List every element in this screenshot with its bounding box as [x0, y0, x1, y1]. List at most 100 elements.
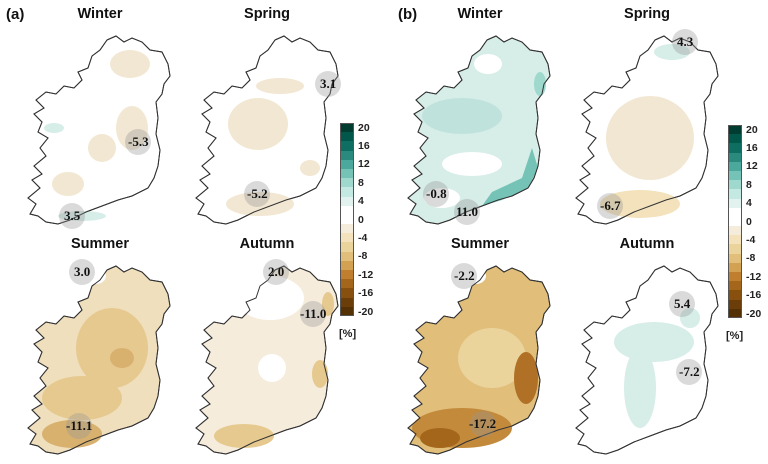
- annotation-a-summer-1: 3.0: [69, 259, 96, 285]
- colorbar-tick-label: 0: [746, 215, 752, 228]
- panel-label-b: (b): [398, 6, 418, 23]
- title-a-winter: Winter: [77, 6, 123, 22]
- colorbar-swatch: [728, 226, 742, 236]
- colorbar-b: [728, 125, 742, 318]
- colorbar-swatch: [340, 132, 354, 142]
- map-a-summer: [12, 258, 182, 458]
- annotation-a-spring-2: -5.2: [244, 181, 271, 207]
- annotation-b-summer-2: -17.2: [469, 411, 496, 437]
- colorbar-tick-label: -16: [746, 289, 762, 302]
- annotation-b-winter-2: 11.0: [454, 199, 481, 225]
- colorbar-tick-label: -20: [746, 307, 762, 320]
- title-b-spring: Spring: [624, 6, 670, 22]
- colorbar-tick-label: 16: [358, 140, 370, 152]
- colorbar-swatch: [340, 297, 354, 307]
- colorbar-tick-label: 12: [746, 160, 758, 173]
- colorbar-tick-label: 4: [358, 195, 364, 208]
- colorbar-swatch: [728, 143, 742, 153]
- colorbar-tick-label: 12: [358, 158, 370, 171]
- map-b-autumn: [560, 258, 730, 458]
- colorbar-a: [340, 123, 354, 316]
- colorbar-swatch: [340, 150, 354, 160]
- map-a-winter: [12, 28, 182, 228]
- colorbar-swatch: [728, 272, 742, 282]
- map-b-summer: [392, 258, 562, 458]
- colorbar-tick-label: 0: [358, 213, 364, 226]
- colorbar-swatch: [728, 125, 742, 135]
- annotation-b-spring-1: 4.3: [672, 29, 699, 55]
- panel-label-a: (a): [6, 6, 25, 23]
- colorbar-tick-label: 16: [746, 142, 758, 154]
- title-b-summer: Summer: [450, 236, 510, 252]
- colorbar-swatch: [728, 180, 742, 190]
- colorbar-swatch: [340, 178, 354, 188]
- colorbar-swatch: [340, 251, 354, 261]
- colorbar-tick-label: 4: [746, 197, 752, 210]
- colorbar-tick-label: -8: [358, 250, 368, 263]
- colorbar-swatch: [728, 253, 742, 263]
- title-a-autumn: Autumn: [239, 236, 295, 252]
- colorbar-a-unit: [%]: [339, 328, 357, 340]
- annotation-a-spring-1: 3.1: [315, 71, 342, 97]
- annotation-a-autumn-1: 2.0: [263, 259, 290, 285]
- colorbar-swatch: [340, 123, 354, 133]
- title-b-autumn: Autumn: [619, 236, 675, 252]
- colorbar-b-unit: [%]: [726, 330, 744, 342]
- colorbar-swatch: [340, 168, 354, 179]
- annotation-a-winter-2: 3.5: [59, 203, 86, 229]
- colorbar-swatch: [340, 224, 354, 234]
- colorbar-tick-label: 8: [746, 178, 752, 191]
- colorbar-tick-label: -12: [746, 270, 762, 283]
- colorbar-swatch: [340, 306, 354, 316]
- colorbar-swatch: [340, 141, 354, 151]
- colorbar-swatch: [728, 290, 742, 300]
- annotation-b-autumn-2: -7.2: [676, 359, 703, 385]
- annotation-a-autumn-2: -11.0: [300, 301, 326, 327]
- colorbar-swatch: [728, 235, 742, 245]
- annotation-a-winter-1: -5.3: [125, 129, 152, 155]
- annotation-b-winter-1: -0.8: [423, 181, 450, 207]
- annotation-a-summer-2: -11.1: [66, 413, 92, 439]
- colorbar-swatch: [340, 288, 354, 298]
- colorbar-tick-label: 8: [358, 176, 364, 189]
- colorbar-swatch: [340, 159, 354, 169]
- colorbar-swatch: [728, 189, 742, 199]
- colorbar-swatch: [728, 244, 742, 254]
- map-a-autumn: [180, 258, 350, 458]
- colorbar-swatch: [728, 281, 742, 291]
- colorbar-swatch: [728, 299, 742, 309]
- colorbar-swatch: [340, 205, 354, 215]
- colorbar-swatch: [728, 216, 742, 227]
- colorbar-swatch: [728, 134, 742, 144]
- colorbar-tick-label: -12: [358, 268, 374, 281]
- colorbar-swatch: [340, 279, 354, 289]
- map-b-winter: [392, 28, 562, 228]
- title-a-summer: Summer: [70, 236, 130, 252]
- colorbar-tick-label: 20: [746, 123, 758, 136]
- colorbar-tick-label: -4: [746, 234, 756, 246]
- colorbar-swatch: [340, 260, 354, 270]
- colorbar-swatch: [728, 207, 742, 217]
- colorbar-swatch: [340, 196, 354, 206]
- colorbar-tick-label: -8: [746, 252, 756, 265]
- annotation-b-spring-2: -6.7: [597, 193, 624, 219]
- map-a-spring: [180, 28, 350, 228]
- annotation-b-summer-1: -2.2: [451, 263, 478, 289]
- annotation-b-autumn-1: 5.4: [669, 291, 696, 317]
- colorbar-swatch: [728, 170, 742, 181]
- colorbar-swatch: [340, 233, 354, 243]
- title-a-spring: Spring: [244, 6, 290, 22]
- colorbar-swatch: [728, 262, 742, 272]
- colorbar-swatch: [728, 161, 742, 171]
- colorbar-swatch: [728, 198, 742, 208]
- map-b-spring: [560, 28, 730, 228]
- colorbar-swatch: [340, 214, 354, 225]
- colorbar-swatch: [340, 242, 354, 252]
- colorbar-tick-label: -20: [358, 305, 374, 318]
- title-b-winter: Winter: [457, 6, 503, 22]
- colorbar-swatch: [340, 270, 354, 280]
- colorbar-tick-label: 20: [358, 121, 370, 134]
- colorbar-swatch: [728, 152, 742, 162]
- colorbar-tick-label: -4: [358, 232, 368, 244]
- colorbar-swatch: [728, 308, 742, 318]
